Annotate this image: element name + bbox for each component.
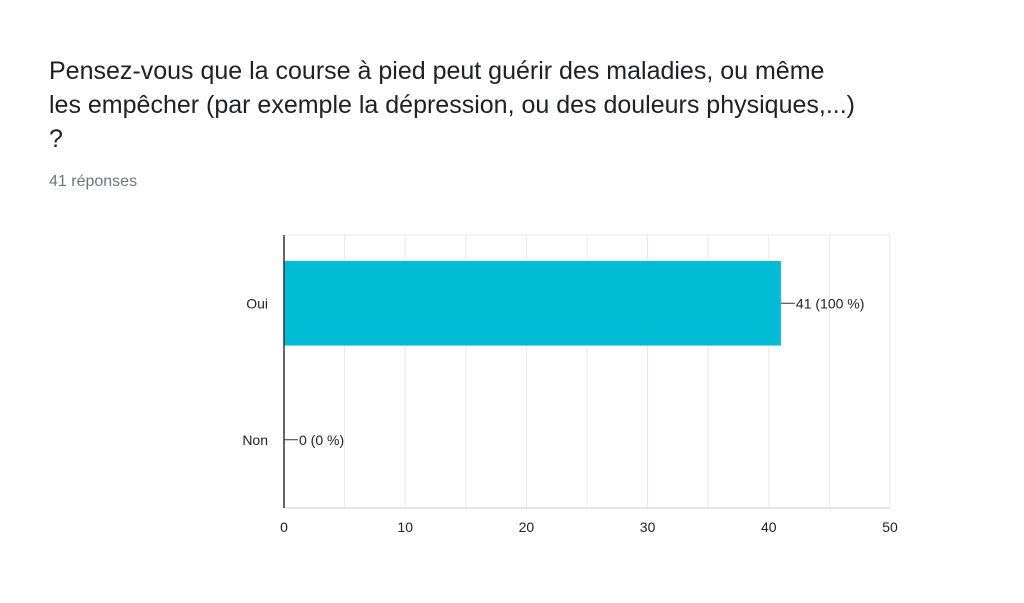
x-tick-label: 20 [519,519,535,535]
data-label-non: 0 (0 %) [299,432,344,448]
category-label-non: Non [242,432,268,448]
response-count: 41 réponses [49,173,138,190]
question-line-3: ? [49,125,63,153]
x-tick-label: 40 [761,519,777,535]
x-tick-label: 10 [397,519,413,535]
labels: Oui 41 (100 %) Non 0 (0 %) 0 10 20 30 40 50 [242,295,898,535]
data-label-oui: 41 (100 %) [796,295,864,311]
question-line-2: les empêcher (par exemple la dépression,… [49,91,855,119]
question-line-1: Pensez-vous que la course à pied peut gu… [49,57,825,85]
question-title: Pensez-vous que la course à pied peut gu… [49,54,929,156]
x-tick-label: 50 [882,519,898,535]
x-tick-label: 0 [280,519,288,535]
bar-oui [284,260,781,346]
bars [284,260,781,346]
x-tick-label: 30 [640,519,656,535]
category-label-oui: Oui [246,295,268,311]
